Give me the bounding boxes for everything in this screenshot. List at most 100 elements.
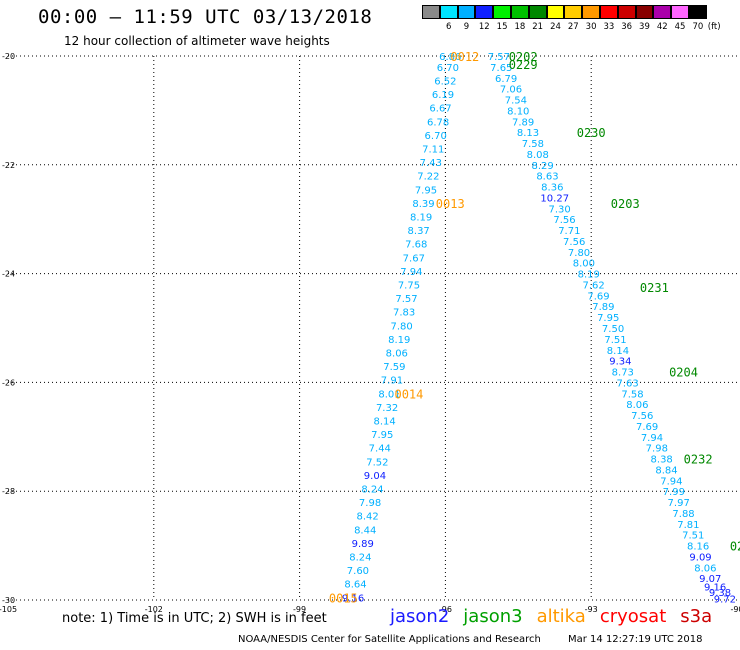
wave-height-value: 8.64 <box>344 580 366 591</box>
color-scale-bin <box>422 5 440 32</box>
color-swatch <box>599 5 618 19</box>
wave-height-value: 7.91 <box>381 376 403 387</box>
color-swatch <box>688 5 707 19</box>
wave-height-value: 8.19 <box>388 335 410 346</box>
color-scale-label: 24 <box>550 22 561 32</box>
wave-height-value: 7.67 <box>403 253 425 264</box>
wave-height-value: 6.78 <box>427 117 449 128</box>
wave-height-value: 8.06 <box>386 348 408 359</box>
color-scale-unit: (ft) <box>707 22 721 32</box>
chart-subtitle: 12 hour collection of altimeter wave hei… <box>64 34 330 48</box>
color-scale-label: 12 <box>478 22 490 32</box>
color-scale-label: 21 <box>532 22 544 32</box>
wave-height-value: 7.22 <box>417 172 439 183</box>
color-scale-label: 39 <box>639 22 650 32</box>
color-scale-legend: 6 9 12 15 18 21 24 27 30 33 36 39 42 45 70 (ft) <box>422 5 721 32</box>
axes: -105 -102 -99 -96 -93 -90 -20 -22 -24 -26 -28 -30 <box>0 52 740 614</box>
x-tick-label: -102 <box>145 605 163 614</box>
y-tick-label: -24 <box>2 270 15 279</box>
satellite-legend: jason2 jason3 altika cryosat s3a <box>390 606 712 627</box>
color-scale-bin: 12 <box>475 5 494 32</box>
color-swatch <box>422 5 440 19</box>
wave-height-value: 7.95 <box>415 185 437 196</box>
wave-height-value: 7.51 <box>682 531 704 542</box>
wave-height-value: 8.36 <box>541 183 563 194</box>
wave-height-value: 8.39 <box>412 199 434 210</box>
wave-height-value: 7.54 <box>505 96 527 107</box>
color-swatch <box>617 5 636 19</box>
y-tick-label: -20 <box>2 52 15 61</box>
grid-lines <box>8 55 737 601</box>
wave-height-value: 7.65 <box>490 63 512 74</box>
wave-height-value: 7.30 <box>548 204 570 215</box>
wave-height-value: 7.94 <box>400 267 422 278</box>
wave-height-value: 7.98 <box>359 498 381 509</box>
wave-height-value: 7.59 <box>383 362 405 373</box>
wave-height-value: 7.69 <box>587 291 609 302</box>
legend-entry: jason3 <box>463 606 523 627</box>
wave-height-value: 7.57 <box>395 294 417 305</box>
wave-height-value: 7.71 <box>558 226 580 237</box>
wave-height-value: 6.67 <box>429 104 451 115</box>
color-scale-bin: 42 <box>653 5 672 32</box>
wave-height-value: 8.37 <box>408 226 430 237</box>
wave-height-value: 8.44 <box>354 525 376 536</box>
x-tick-label: -96 <box>439 605 452 614</box>
color-scale-label: 33 <box>603 22 615 32</box>
color-swatch <box>439 5 458 19</box>
wave-height-value: 7.58 <box>522 139 544 150</box>
wave-height-value: 8.14 <box>607 346 629 357</box>
color-swatch <box>457 5 476 19</box>
color-swatch <box>671 5 689 19</box>
wave-height-value: 7.06 <box>500 85 522 96</box>
wave-height-value: 9.89 <box>352 539 374 550</box>
x-tick-label: -90 <box>730 605 740 614</box>
color-scale-label: 15 <box>496 22 508 32</box>
wave-height-value: 9.16 <box>704 582 726 593</box>
wave-height-value: 7.52 <box>366 457 388 468</box>
wave-height-value: 9.04 <box>364 471 386 482</box>
wave-height-value: 6.79 <box>495 74 517 85</box>
wave-height-value: 8.06 <box>694 563 716 574</box>
color-swatch <box>493 5 511 19</box>
wave-height-value: 7.69 <box>636 422 658 433</box>
wave-height-value: 6.52 <box>434 76 456 87</box>
color-swatch <box>635 5 654 19</box>
wave-height-value: 7.80 <box>391 321 413 332</box>
legend-entry: jason2 <box>390 606 450 627</box>
track-a-values: 6.866.706.526.196.676.786.707.117.437.22… <box>342 52 461 604</box>
wave-height-value: 7.81 <box>677 520 699 531</box>
color-swatch <box>546 5 565 19</box>
color-scale-bin: 15 <box>493 5 511 32</box>
wave-height-value: 7.89 <box>512 117 534 128</box>
color-swatch <box>528 5 547 19</box>
color-swatch <box>475 5 494 19</box>
wave-height-value: 7.11 <box>422 144 444 155</box>
wave-height-value: 7.89 <box>592 302 614 313</box>
color-scale-label: 27 <box>567 22 579 32</box>
wave-height-value: 7.80 <box>568 248 590 259</box>
wave-height-value: 7.60 <box>347 566 369 577</box>
color-scale-label: 45 <box>674 22 686 32</box>
x-tick-label: -105 <box>0 605 17 614</box>
wave-height-value: 8.00 <box>573 259 595 270</box>
color-scale-label: 70 <box>692 22 704 32</box>
pass-time-label: 0232 <box>684 453 713 467</box>
y-tick-label: -22 <box>2 161 15 170</box>
wave-height-value: 8.63 <box>536 172 558 183</box>
wave-height-value: 7.68 <box>405 240 427 251</box>
wave-height-value: 8.84 <box>655 465 677 476</box>
credit-line: NOAA/NESDIS Center for Satellite Applica… <box>238 634 541 645</box>
wave-height-value: 8.14 <box>374 416 396 427</box>
color-scale-bin: 30 <box>582 5 600 32</box>
wave-height-value: 8.19 <box>410 212 432 223</box>
x-tick-label: -99 <box>293 605 306 614</box>
wave-height-value: 7.88 <box>672 509 694 520</box>
color-scale-bin: 9 <box>457 5 476 32</box>
legend-entry: altika <box>536 606 586 627</box>
wave-height-value: 8.42 <box>357 512 379 523</box>
wave-height-value: 7.75 <box>398 280 420 291</box>
color-scale-bin: 70 <box>688 5 707 32</box>
color-swatch <box>564 5 583 19</box>
